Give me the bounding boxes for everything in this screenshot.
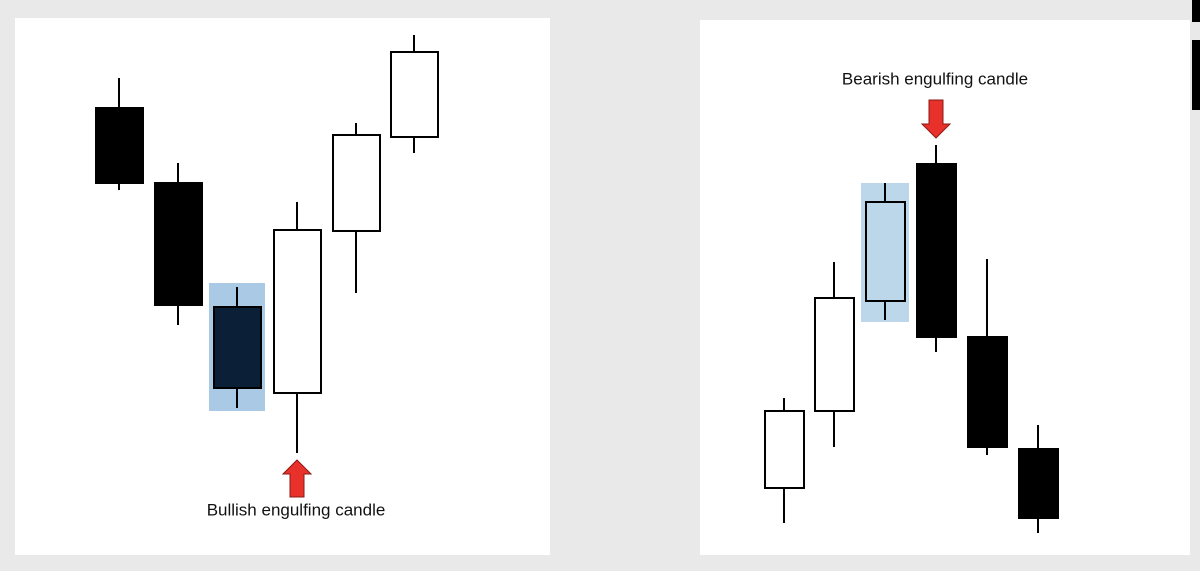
edge-tab [1192, 40, 1200, 110]
candle [154, 163, 203, 325]
candle [916, 145, 957, 352]
candle-body [95, 107, 144, 184]
edge-tab [1192, 0, 1200, 22]
candle [814, 262, 855, 447]
candle [273, 202, 322, 453]
bearish-panel: Bearish engulfing candle [700, 20, 1190, 555]
candle-body [916, 163, 957, 338]
candle-body [967, 336, 1008, 448]
candle-body [213, 306, 262, 389]
candle-body [1018, 448, 1059, 519]
candle [967, 259, 1008, 455]
candle-body [865, 201, 906, 302]
candle-body [764, 410, 805, 489]
candle-body [154, 182, 203, 306]
candle [1018, 425, 1059, 533]
candle [95, 78, 144, 190]
candle [213, 287, 262, 408]
candle [865, 183, 906, 320]
bullish-panel: Bullish engulfing candle [15, 18, 550, 555]
candle [332, 123, 381, 293]
candle-body [332, 134, 381, 232]
candle [764, 398, 805, 523]
candle-body [273, 229, 322, 394]
candle-body [814, 297, 855, 412]
candle [390, 35, 439, 153]
candle-body [390, 51, 439, 138]
up-arrow [281, 459, 313, 498]
annotation: Bullish engulfing candle [207, 500, 386, 519]
annotation: Bearish engulfing candle [842, 69, 1028, 88]
down-arrow [920, 99, 952, 139]
